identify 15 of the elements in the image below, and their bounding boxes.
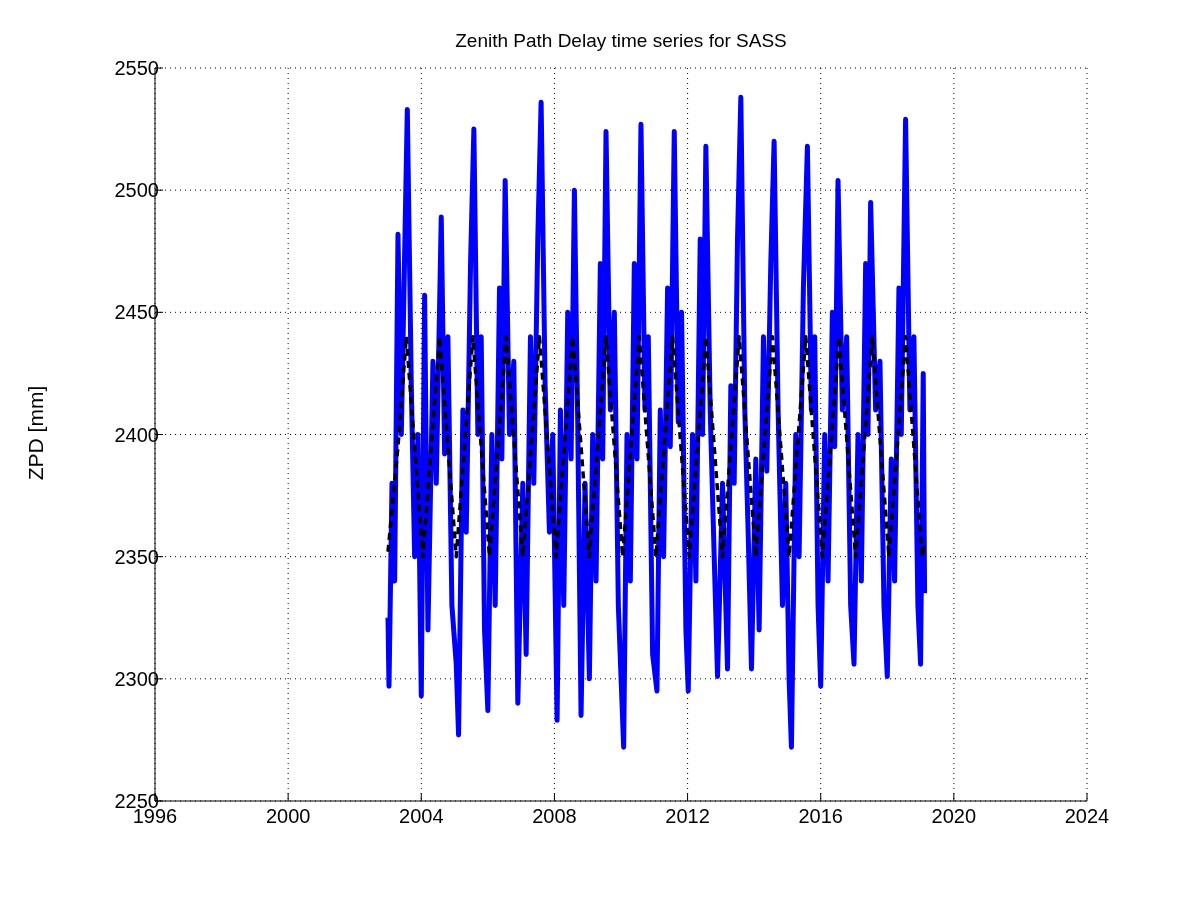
x-tick-label: 2020 — [931, 805, 977, 828]
y-tick-label: 2450 — [114, 301, 159, 324]
x-tick-label: 2000 — [265, 805, 311, 828]
x-tick-label: 2016 — [798, 805, 843, 828]
x-tick-label: 2024 — [1064, 805, 1110, 828]
y-tick-label: 2500 — [114, 179, 159, 202]
x-tick-label: 2008 — [532, 805, 577, 828]
y-tick-label: 2400 — [114, 423, 159, 446]
y-tick-label: 2350 — [114, 545, 159, 568]
y-axis-title: ZPD [mm] — [24, 385, 48, 481]
y-tick-label: 2300 — [114, 667, 159, 690]
x-tick-label: 2004 — [399, 805, 444, 828]
x-tick-label: 2012 — [665, 805, 710, 828]
chart-title: Zenith Path Delay time series for SASS — [454, 30, 788, 52]
y-tick-label: 2550 — [114, 57, 159, 80]
